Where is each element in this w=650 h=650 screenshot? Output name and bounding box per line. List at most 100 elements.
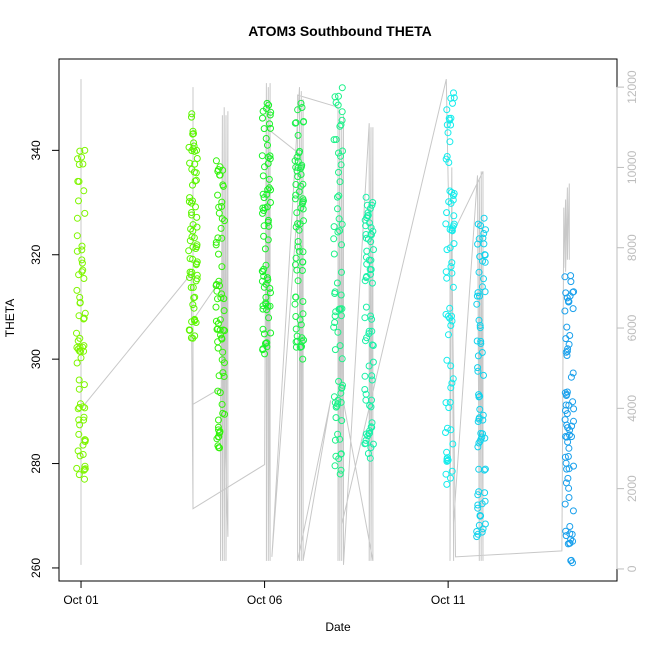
- data-point: [474, 352, 482, 360]
- data-point: [215, 433, 223, 441]
- data-point: [217, 224, 225, 232]
- data-point: [212, 317, 220, 325]
- x-tick-label: Oct 01: [63, 593, 99, 607]
- data-point: [215, 372, 223, 380]
- data-point: [481, 465, 489, 473]
- data-point: [221, 217, 228, 225]
- data-point: [262, 261, 270, 269]
- data-point: [191, 293, 199, 301]
- data-point: [262, 280, 270, 288]
- data-point: [367, 238, 375, 246]
- data-point: [81, 465, 89, 473]
- data-point: [448, 312, 455, 320]
- data-point: [447, 114, 455, 122]
- data-point: [337, 312, 345, 320]
- data-point: [448, 467, 456, 475]
- data-point: [565, 494, 573, 501]
- data-point: [363, 201, 371, 209]
- data-point: [337, 161, 345, 169]
- data-point: [442, 220, 450, 228]
- point-group-7: [361, 193, 377, 462]
- data-point: [473, 292, 481, 300]
- data-point: [338, 116, 346, 124]
- data-point: [363, 247, 371, 255]
- data-point: [334, 400, 342, 408]
- data-point: [295, 247, 303, 255]
- data-point: [80, 187, 88, 195]
- data-point: [474, 418, 482, 425]
- data-point: [291, 119, 299, 127]
- chart-title: ATOM3 Southbound THETA: [248, 23, 432, 39]
- data-point: [216, 429, 224, 437]
- data-point: [477, 340, 485, 347]
- data-point: [442, 429, 449, 436]
- data-point: [476, 292, 483, 300]
- data-point: [79, 266, 87, 274]
- y2-tick-label: 2000: [625, 475, 639, 502]
- data-point: [446, 244, 454, 252]
- data-point: [299, 258, 307, 266]
- data-point: [299, 310, 307, 318]
- data-point: [338, 355, 346, 363]
- data-point: [367, 266, 375, 273]
- data-point: [74, 447, 82, 455]
- data-point: [447, 263, 455, 271]
- data-point: [475, 393, 483, 401]
- data-point: [449, 196, 457, 204]
- data-point: [480, 230, 488, 237]
- data-point: [365, 430, 373, 438]
- data-point: [217, 331, 224, 339]
- data-point: [474, 220, 482, 228]
- data-point: [189, 181, 196, 189]
- data-point: [568, 422, 576, 430]
- data-point: [190, 168, 198, 176]
- data-point: [569, 398, 577, 406]
- data-point: [444, 312, 452, 320]
- point-group-3: [212, 157, 229, 452]
- data-point: [443, 106, 451, 114]
- data-point: [78, 242, 86, 250]
- data-point: [291, 300, 299, 308]
- data-point: [259, 204, 267, 212]
- data-point: [191, 332, 199, 340]
- data-point: [364, 450, 372, 457]
- data-point: [566, 431, 573, 439]
- data-point: [368, 279, 376, 287]
- data-point: [263, 190, 271, 198]
- data-point: [447, 121, 455, 129]
- data-point: [330, 136, 338, 144]
- data-point: [481, 489, 489, 497]
- data-point: [565, 444, 573, 452]
- data-point: [561, 273, 569, 281]
- data-point: [365, 362, 373, 370]
- data-point: [192, 245, 200, 252]
- data-point: [263, 105, 270, 112]
- data-point: [445, 198, 453, 206]
- data-point: [73, 232, 81, 240]
- data-point: [192, 261, 200, 269]
- data-point: [214, 191, 222, 199]
- point-group-6: [330, 84, 346, 478]
- data-point: [365, 330, 373, 338]
- data-point: [80, 413, 88, 421]
- data-point: [73, 247, 81, 255]
- data-point: [188, 113, 195, 121]
- data-point: [292, 223, 300, 231]
- data-point: [76, 421, 84, 429]
- data-point: [79, 451, 87, 458]
- data-point: [446, 304, 454, 312]
- data-point: [475, 316, 483, 324]
- data-point: [292, 261, 299, 269]
- data-point: [480, 371, 487, 379]
- data-point: [78, 153, 85, 161]
- data-point: [214, 442, 222, 450]
- data-point: [189, 284, 197, 291]
- data-point: [259, 114, 266, 122]
- data-point: [218, 198, 226, 206]
- data-point: [264, 153, 272, 161]
- data-point: [75, 178, 83, 185]
- data-point: [217, 294, 225, 302]
- data-point: [190, 139, 198, 147]
- data-point: [482, 226, 489, 234]
- data-point: [193, 146, 201, 154]
